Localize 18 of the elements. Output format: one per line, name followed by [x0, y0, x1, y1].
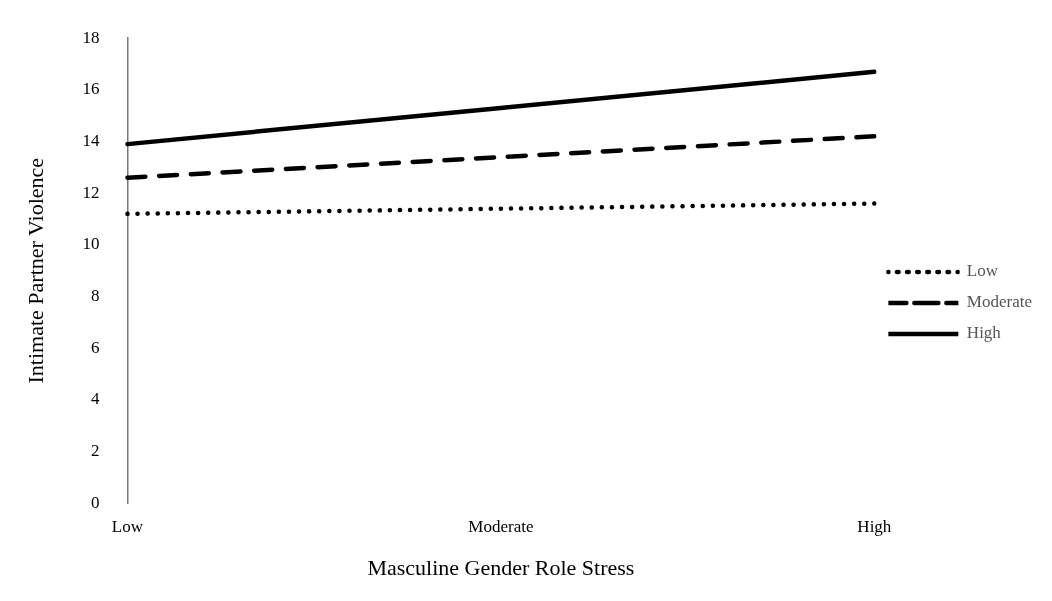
y-axis-title: Intimate Partner Violence: [22, 157, 48, 384]
y-tick-label: 2: [90, 441, 100, 460]
y-tick-label: 12: [82, 182, 100, 202]
y-tick-label: 6: [90, 337, 100, 357]
y-tick-label: 16: [82, 79, 100, 99]
y-tick-label: 14: [82, 131, 100, 150]
y-tick-label: 18: [82, 27, 100, 47]
y-tick-label: 8: [90, 286, 100, 305]
legend-label: Moderate: [966, 292, 1032, 312]
legend-label: High: [966, 323, 1002, 343]
y-tick-label: 4: [90, 389, 100, 409]
y-tick-label: 10: [82, 234, 100, 254]
x-tick-label: High: [857, 516, 892, 536]
y-tick-label: 0: [90, 492, 100, 512]
x-tick-label: Low: [111, 516, 144, 536]
x-axis-title: Masculine Gender Role Stress: [367, 554, 635, 580]
legend-label: Low: [966, 261, 999, 281]
x-tick-label: Moderate: [468, 516, 534, 536]
